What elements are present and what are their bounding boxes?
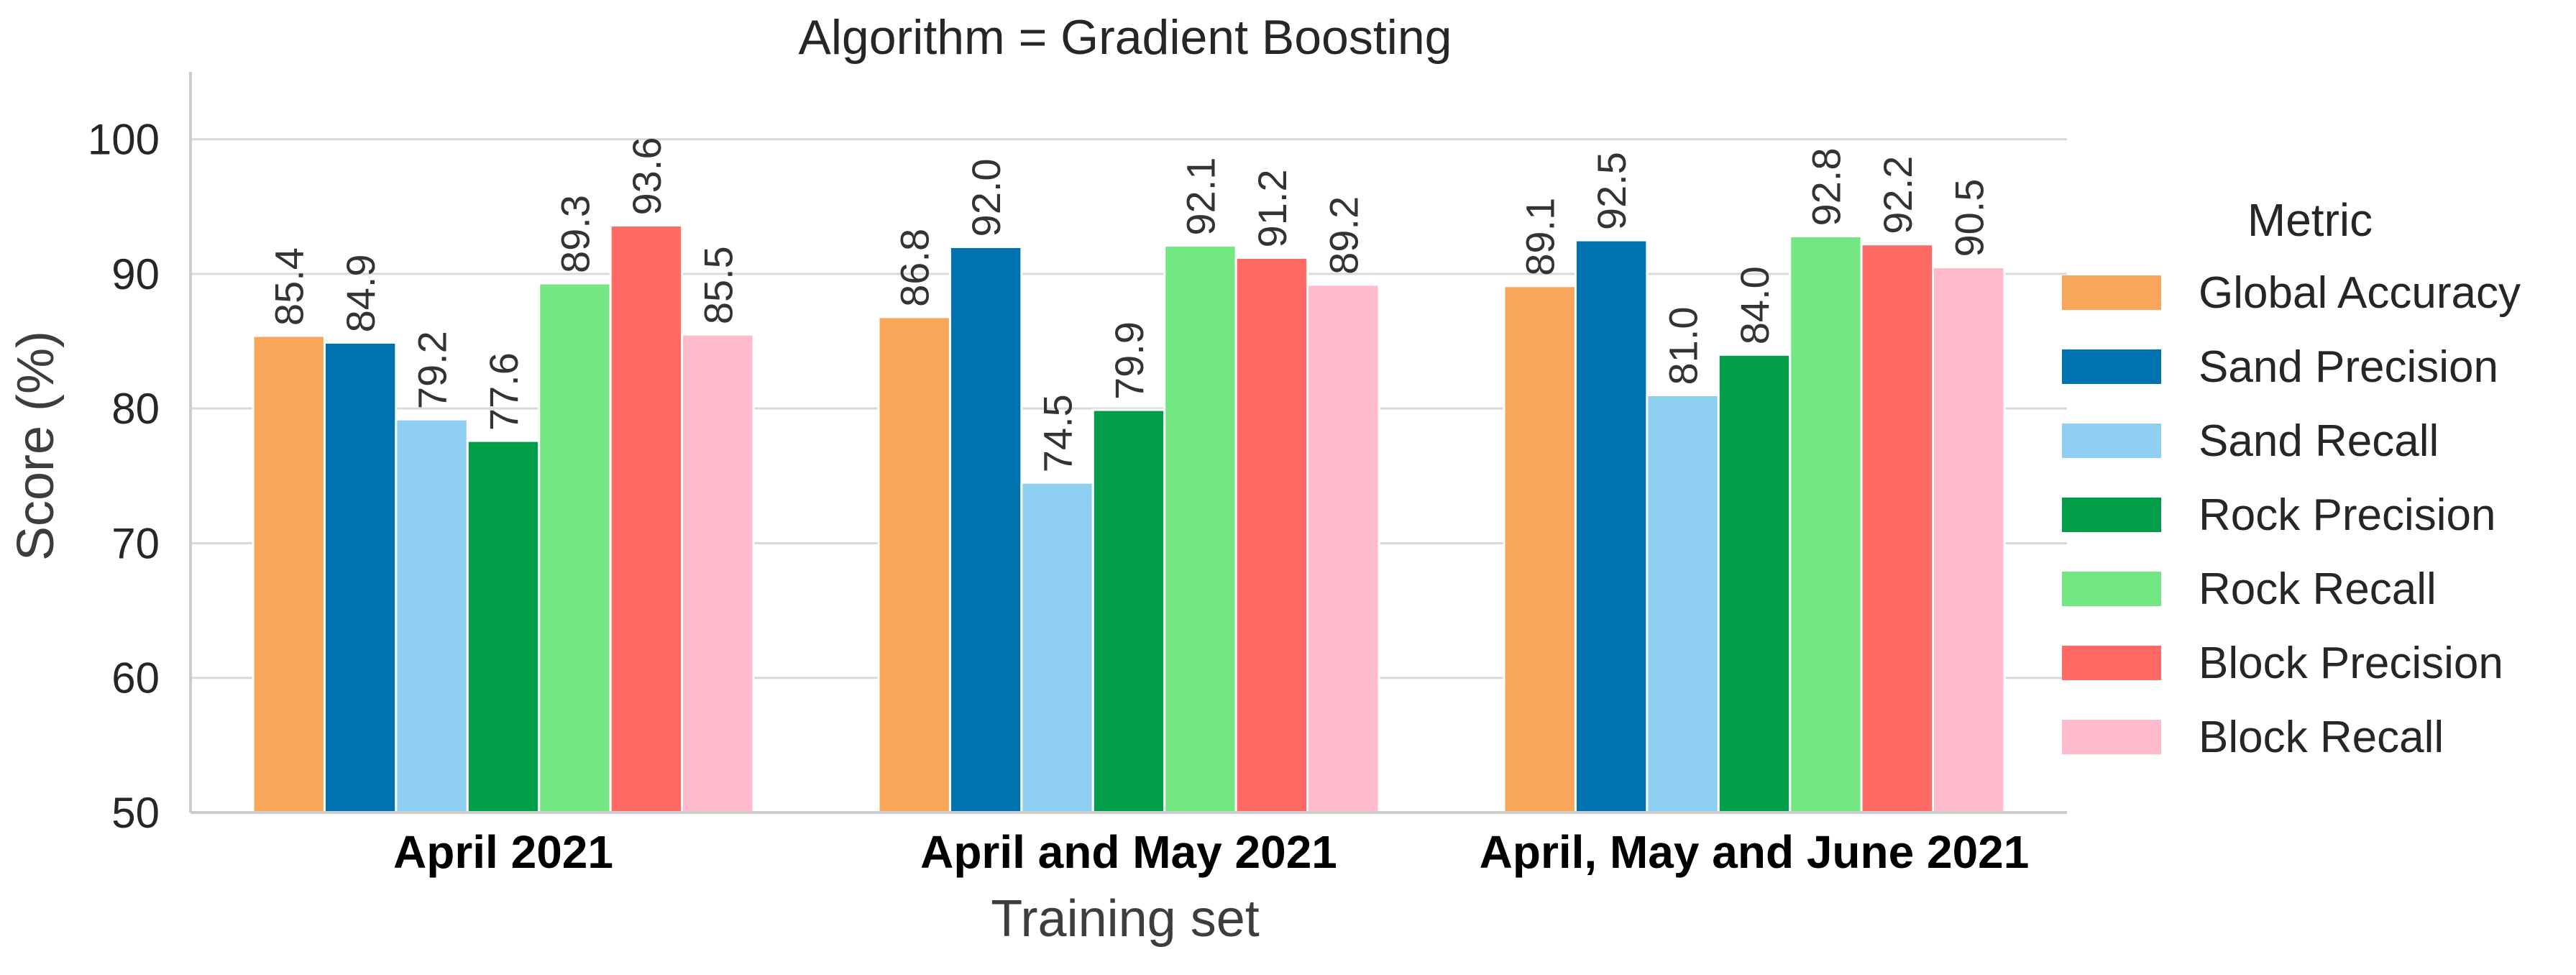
bar-value-label: 90.5 (1946, 179, 1991, 257)
bar (609, 224, 684, 814)
bar-value-label: 92.0 (963, 158, 1009, 237)
x-tick-label: April 2021 (393, 826, 613, 878)
legend-label: Global Accuracy (2199, 268, 2521, 318)
legend-swatch (2062, 646, 2161, 680)
bar (466, 439, 541, 814)
bar (1860, 243, 1935, 814)
legend-swatch (2062, 498, 2161, 532)
bar (323, 341, 398, 814)
x-tick-labels: April 2021 April and May 2021 April, May a… (393, 826, 2029, 878)
y-tick-label: 50 (111, 789, 160, 837)
x-axis-label: Training set (991, 890, 1260, 948)
legend-label: Sand Precision (2199, 342, 2498, 392)
y-tick-labels: 50 60 70 80 90 100 (88, 116, 160, 837)
bar-value-label: 85.4 (267, 247, 312, 326)
bar-value-label: 92.8 (1803, 147, 1848, 226)
chart-title: Algorithm = Gradient Boosting (798, 10, 1452, 65)
bar (1789, 234, 1863, 814)
bar (538, 282, 612, 814)
bar-value-label: 93.6 (624, 137, 669, 215)
legend-swatch (2062, 720, 2161, 754)
legend-label: Block Recall (2199, 713, 2444, 762)
legend: Metric Global Accuracy Sand Precision Sand… (2062, 194, 2521, 762)
bar-value-label: 92.5 (1589, 152, 1634, 230)
bar (948, 245, 1023, 814)
x-tick-label: April and May 2021 (920, 826, 1337, 878)
bar (877, 316, 951, 814)
bar-value-label: 84.0 (1732, 266, 1777, 344)
bars (252, 224, 2006, 814)
bar (1306, 283, 1380, 814)
y-tick-label: 90 (111, 250, 160, 298)
y-tick-label: 60 (111, 654, 160, 702)
x-tick-label: April, May and June 2021 (1480, 826, 2030, 878)
legend-swatch (2062, 424, 2161, 458)
bar (1234, 256, 1309, 814)
bar-value-label: 92.1 (1178, 157, 1223, 236)
axes (189, 72, 2067, 814)
bar (1932, 266, 2006, 814)
legend-label: Rock Precision (2199, 490, 2495, 540)
legend-items: Global Accuracy Sand Precision Sand Recall… (2062, 268, 2521, 762)
bar-value-label: 89.3 (552, 195, 597, 273)
bar (1646, 393, 1720, 814)
legend-swatch (2062, 275, 2161, 310)
bar (681, 333, 755, 814)
bar (1020, 481, 1094, 814)
legend-title: Metric (2247, 194, 2373, 246)
y-tick-label: 80 (111, 385, 160, 433)
bar (1091, 408, 1166, 814)
bar-value-label: 92.2 (1875, 156, 1920, 234)
bar (1163, 244, 1237, 814)
bar-value-label: 85.5 (695, 246, 741, 324)
bar-value-label: 84.9 (338, 254, 383, 332)
bar (1717, 353, 1792, 814)
legend-label: Sand Recall (2199, 416, 2439, 466)
bar-value-label: 77.6 (481, 352, 526, 431)
bar-value-label: 74.5 (1035, 394, 1081, 472)
y-tick-label: 70 (111, 519, 160, 567)
bar-value-label: 86.8 (892, 229, 938, 307)
legend-swatch (2062, 572, 2161, 606)
y-tick-label: 100 (88, 116, 160, 164)
bar-value-label: 89.2 (1321, 196, 1366, 275)
bar (1503, 285, 1577, 814)
bar (395, 418, 469, 814)
bar-value-label: 81.0 (1661, 306, 1706, 385)
bar (252, 334, 326, 814)
y-axis-label: Score (%) (7, 331, 65, 561)
legend-label: Block Precision (2199, 638, 2503, 688)
bar-value-label: 89.1 (1518, 198, 1563, 276)
bar-value-labels: 85.4 84.9 79.2 77.6 89.3 93.6 85.5 86.8 92.0 74.5… (267, 137, 1992, 472)
bar-value-label: 91.2 (1250, 169, 1295, 247)
bar-value-label: 79.9 (1106, 321, 1152, 400)
bar (1574, 239, 1649, 814)
legend-swatch (2062, 349, 2161, 384)
legend-label: Rock Recall (2199, 564, 2437, 614)
bar-value-label: 79.2 (410, 331, 455, 409)
